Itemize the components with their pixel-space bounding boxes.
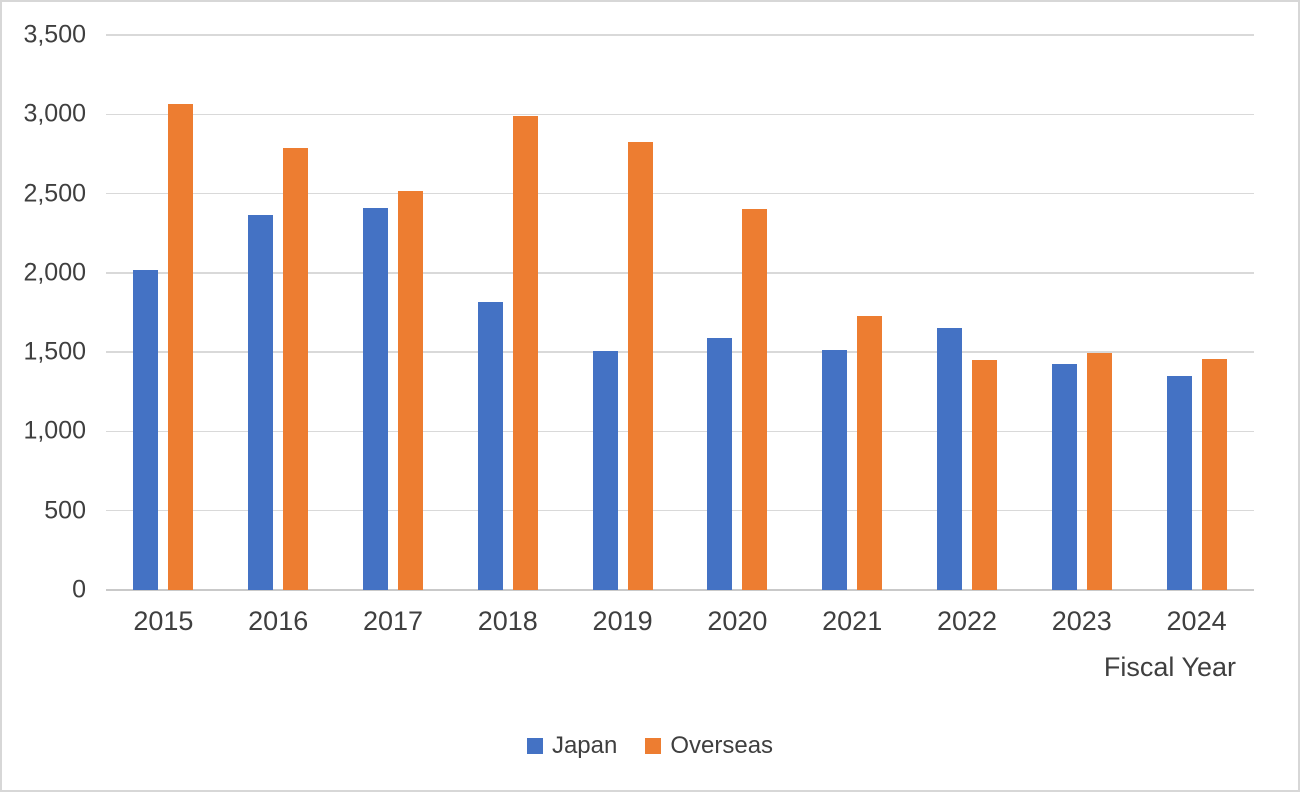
gridline-0 <box>106 589 1254 591</box>
x-tick-label-2017: 2017 <box>362 606 424 636</box>
category-slot-2020 <box>680 35 795 590</box>
bar-overseas-2018 <box>512 115 538 590</box>
bar-overseas-2023 <box>1086 352 1112 590</box>
gridline-1500 <box>106 351 1254 353</box>
gridline-3000 <box>106 113 1254 116</box>
bar-japan-2022 <box>936 327 962 590</box>
bar-japan-2018 <box>477 302 503 590</box>
category-slot-2016 <box>221 35 336 590</box>
category-slot-2018 <box>450 35 565 590</box>
bar-japan-2017 <box>362 207 388 590</box>
gridline-2500 <box>106 192 1254 195</box>
bar-japan-2015 <box>133 269 159 590</box>
gridline-3500 <box>106 34 1254 36</box>
y-tick-label-2000: 2,000 <box>23 258 86 287</box>
bars-layer <box>106 35 1254 590</box>
x-tick-label-2015: 2015 <box>133 606 194 636</box>
category-slot-2024 <box>1139 35 1254 590</box>
category-slot-2023 <box>1024 35 1139 590</box>
category-slot-2017 <box>336 35 451 590</box>
bar-japan-2024 <box>1166 375 1192 590</box>
y-axis-tick-labels: 0 500 1,000 1,500 2,000 2,500 3,000 3,500 <box>2 21 86 604</box>
legend-swatch-overseas <box>645 738 662 754</box>
x-tick-label-2019: 2019 <box>592 606 653 636</box>
x-axis-title: Fiscal Year <box>1103 652 1236 682</box>
y-tick-label-1000: 1,000 <box>23 416 86 445</box>
legend: Japan Overseas <box>2 732 1298 760</box>
category-slot-2022 <box>910 35 1025 590</box>
y-tick-label-3000: 3,000 <box>23 99 86 128</box>
y-tick-label-2500: 2,500 <box>23 179 86 208</box>
bar-japan-2021 <box>822 349 848 590</box>
x-tick-label-2016: 2016 <box>248 606 309 636</box>
legend-label-overseas: Overseas <box>670 732 774 759</box>
x-tick-label-2023: 2023 <box>1051 606 1112 636</box>
plot-area <box>106 34 1254 591</box>
bar-overseas-2019 <box>627 142 653 590</box>
legend-item-overseas: Overseas <box>645 732 773 760</box>
bar-overseas-2020 <box>742 208 768 590</box>
y-tick-label-3500: 3,500 <box>23 20 86 49</box>
bar-japan-2023 <box>1051 364 1077 590</box>
x-tick-label-2024: 2024 <box>1166 606 1227 636</box>
bar-overseas-2015 <box>168 103 194 590</box>
y-tick-label-0: 0 <box>72 575 86 604</box>
gridline-500 <box>106 509 1254 512</box>
category-slot-2021 <box>795 35 910 590</box>
gridline-1000 <box>106 430 1254 433</box>
y-tick-label-1500: 1,500 <box>23 337 86 366</box>
bar-overseas-2022 <box>971 360 997 590</box>
x-tick-label-2020: 2020 <box>707 606 768 636</box>
category-slot-2015 <box>106 35 221 590</box>
gridline-2000 <box>106 272 1254 274</box>
bar-overseas-2021 <box>857 315 883 590</box>
bar-overseas-2016 <box>283 148 309 590</box>
x-tick-label-2021: 2021 <box>822 606 883 636</box>
legend-label-japan: Japan <box>551 732 618 759</box>
bar-japan-2019 <box>592 350 618 590</box>
legend-swatch-japan <box>526 738 543 754</box>
category-slot-2019 <box>565 35 680 590</box>
x-axis-labels: 2015 2016 2017 2018 2019 2020 2021 2022 2023 2024 <box>106 606 1254 637</box>
bar-overseas-2024 <box>1201 359 1227 590</box>
x-tick-label-2018: 2018 <box>477 606 538 636</box>
bar-japan-2016 <box>248 214 274 590</box>
legend-item-japan: Japan <box>526 732 618 760</box>
bar-overseas-2017 <box>397 191 423 590</box>
bar-japan-2020 <box>707 337 733 590</box>
x-tick-label-2022: 2022 <box>936 606 998 636</box>
y-tick-label-500: 500 <box>44 496 86 525</box>
